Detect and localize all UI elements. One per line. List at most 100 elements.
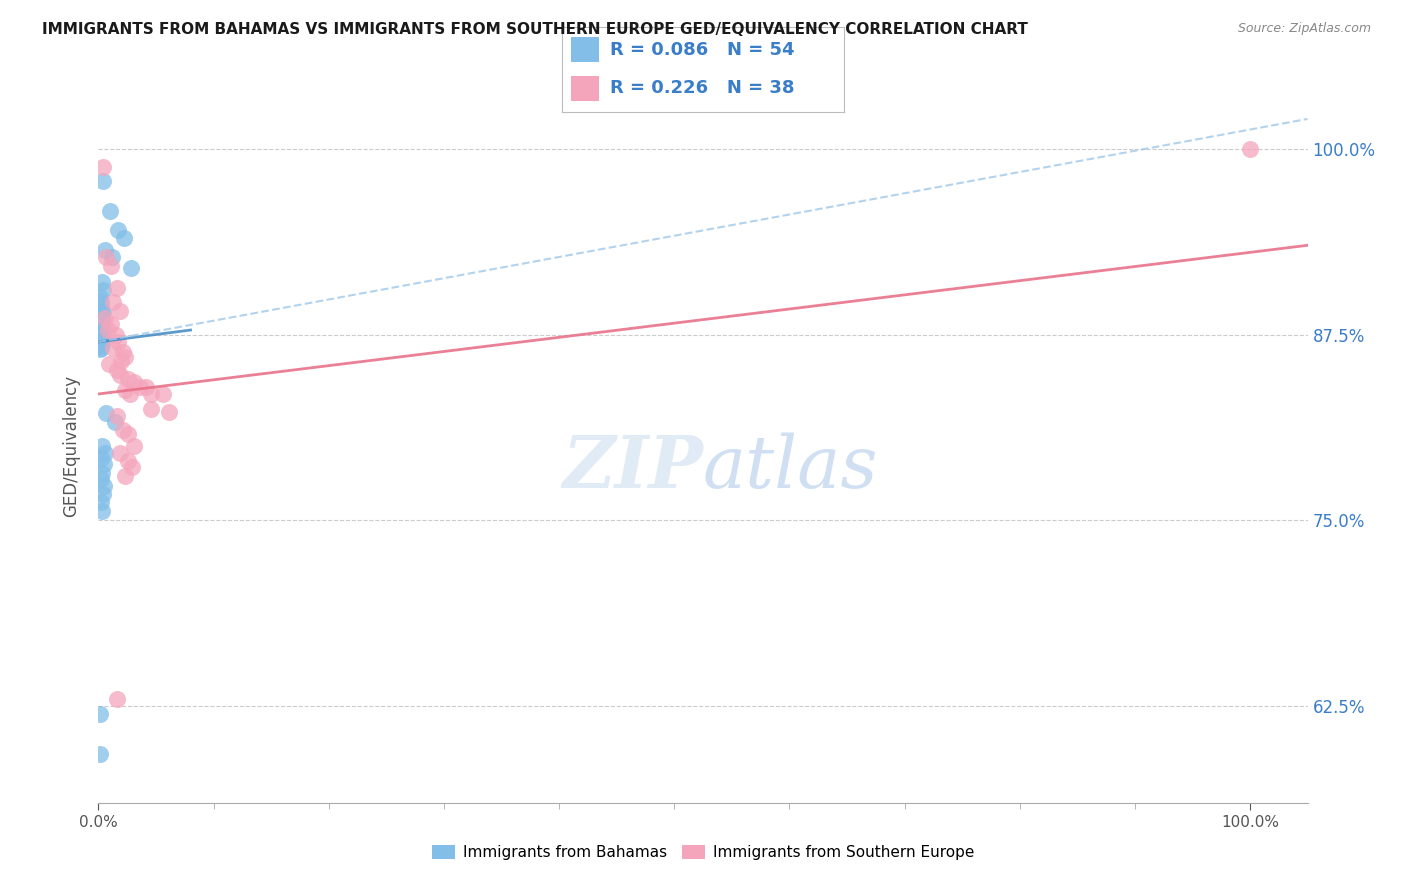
Point (94, 311, 117, 326)
Point (90, 466, 112, 480)
Point (105, 691, 128, 706)
Point (90, 302, 112, 317)
Point (97, 323, 120, 337)
Point (90, 303, 112, 318)
Point (91, 283, 114, 297)
Point (90, 332, 112, 346)
Point (94, 243, 117, 257)
Point (96, 250, 118, 264)
Point (90, 495, 112, 509)
Point (103, 341, 125, 355)
Point (100, 259, 122, 273)
Point (105, 363, 128, 377)
Point (90, 336, 112, 351)
Bar (571, 37, 599, 62)
Point (110, 354, 132, 368)
Point (90, 329, 112, 343)
Point (141, 387, 163, 401)
Point (89, 321, 111, 335)
Point (111, 423, 134, 437)
Point (89, 308, 111, 322)
Point (117, 427, 139, 442)
Point (89, 343, 111, 357)
Point (89, 747, 111, 761)
Point (90, 310, 112, 324)
Point (1239, 142, 1261, 156)
Point (96, 406, 118, 420)
Point (90, 450, 112, 465)
Point (93, 479, 115, 493)
Point (89, 298, 111, 312)
Point (141, 401, 163, 416)
Point (105, 281, 128, 295)
Point (90, 276, 112, 290)
Point (90, 504, 112, 518)
Point (114, 468, 136, 483)
Point (90, 317, 112, 331)
Point (89, 339, 111, 353)
Point (90, 334, 112, 349)
Point (120, 260, 142, 275)
Point (90, 439, 112, 453)
Point (94, 446, 117, 460)
Point (107, 334, 129, 349)
Point (89, 326, 111, 340)
Point (117, 454, 139, 468)
Point (105, 409, 128, 424)
Point (111, 345, 134, 359)
Point (157, 405, 180, 419)
Point (90, 312, 112, 326)
Text: R = 0.086   N = 54: R = 0.086 N = 54 (610, 41, 794, 59)
Point (90, 325, 112, 339)
Point (90, 338, 112, 352)
Point (90, 320, 112, 334)
Point (91, 174, 114, 188)
Point (107, 223, 129, 237)
Point (90, 307, 112, 321)
Point (117, 372, 139, 386)
Point (118, 387, 141, 401)
Point (128, 379, 150, 393)
Point (90, 318, 112, 333)
Point (89, 330, 111, 344)
Point (90, 341, 112, 355)
Point (98, 204, 121, 219)
Point (103, 415, 125, 429)
Legend: Immigrants from Bahamas, Immigrants from Southern Europe: Immigrants from Bahamas, Immigrants from… (426, 839, 980, 866)
Point (91, 305, 114, 319)
Text: ZIP: ZIP (562, 432, 703, 503)
Point (91, 486, 114, 500)
Point (114, 383, 136, 397)
Text: R = 0.226   N = 38: R = 0.226 N = 38 (610, 78, 794, 96)
Point (114, 350, 136, 364)
Point (101, 250, 124, 264)
Point (121, 459, 143, 474)
Point (100, 317, 122, 331)
Point (110, 303, 132, 318)
Text: atlas: atlas (703, 432, 879, 503)
Point (90, 327, 112, 342)
Text: Source: ZipAtlas.com: Source: ZipAtlas.com (1237, 22, 1371, 36)
Point (89, 334, 111, 348)
Point (104, 327, 127, 342)
Point (135, 379, 157, 393)
Point (90, 294, 112, 309)
Bar (571, 76, 599, 102)
Point (122, 375, 145, 389)
Y-axis label: GED/Equivalency: GED/Equivalency (62, 375, 80, 517)
Point (152, 387, 174, 401)
Point (91, 160, 114, 174)
Point (112, 231, 135, 245)
Point (110, 446, 132, 460)
Point (89, 290, 111, 304)
Point (90, 311, 112, 326)
Point (90, 314, 112, 328)
Point (90, 323, 112, 337)
Point (89, 706, 111, 721)
Point (97, 357, 120, 371)
Point (110, 368, 132, 382)
Point (89, 316, 111, 330)
Text: IMMIGRANTS FROM BAHAMAS VS IMMIGRANTS FROM SOUTHERN EUROPE GED/EQUIVALENCY CORRE: IMMIGRANTS FROM BAHAMAS VS IMMIGRANTS FR… (42, 22, 1028, 37)
Point (103, 294, 125, 309)
Point (90, 472, 112, 486)
